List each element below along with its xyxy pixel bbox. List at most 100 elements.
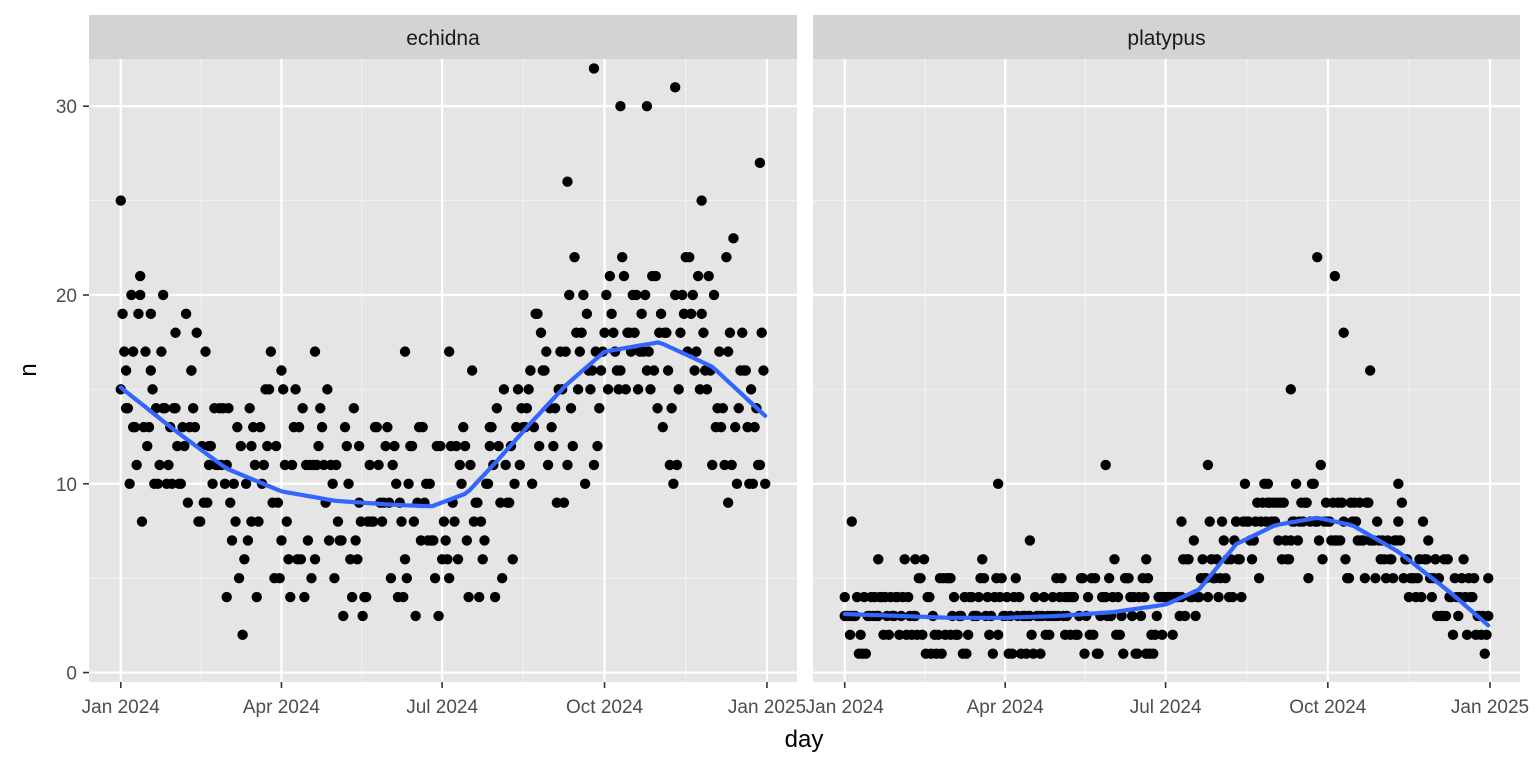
data-point: [655, 308, 667, 320]
data-point: [666, 403, 677, 414]
data-point: [1370, 572, 1381, 584]
data-point: [1193, 591, 1205, 603]
data-point: [253, 516, 264, 527]
data-point: [399, 346, 411, 357]
x-tick-label: Apr 2024: [243, 697, 321, 718]
data-point: [122, 403, 134, 414]
data-point: [599, 327, 610, 338]
data-point: [1126, 610, 1138, 622]
data-point: [846, 516, 857, 527]
data-point: [126, 289, 137, 301]
data-point: [170, 327, 181, 338]
data-point: [1430, 554, 1441, 565]
data-point: [424, 478, 435, 489]
data-point: [129, 421, 141, 433]
data-point: [451, 440, 462, 452]
data-point: [754, 157, 766, 169]
data-point: [1072, 629, 1083, 641]
data-point: [754, 459, 766, 471]
data-point: [1393, 478, 1404, 489]
data-point: [903, 591, 914, 603]
data-point: [262, 440, 273, 452]
data-point: [1479, 648, 1490, 659]
data-point: [438, 516, 450, 527]
data-point: [1089, 572, 1101, 584]
data-point: [560, 346, 571, 357]
data-point: [747, 478, 759, 489]
data-point: [1100, 459, 1111, 471]
data-point: [1313, 535, 1325, 546]
data-point: [228, 478, 239, 489]
data-point: [1359, 572, 1371, 584]
data-point: [509, 478, 520, 489]
data-point: [143, 421, 155, 433]
data-point: [1188, 535, 1200, 546]
data-point: [343, 478, 354, 489]
data-point: [756, 327, 767, 338]
data-point: [631, 289, 642, 301]
data-point: [306, 572, 317, 584]
data-point: [348, 403, 360, 414]
data-point: [1024, 535, 1036, 546]
data-point: [399, 554, 411, 565]
data-point: [297, 403, 308, 414]
data-point: [226, 535, 238, 546]
data-point: [1262, 478, 1274, 489]
data-point: [1038, 591, 1050, 603]
data-point: [265, 346, 277, 357]
data-point: [1329, 270, 1341, 282]
data-point: [1416, 591, 1427, 603]
data-point: [1197, 554, 1208, 565]
data-point: [396, 516, 407, 527]
data-point: [477, 554, 488, 565]
data-point: [1236, 591, 1247, 603]
data-point: [636, 308, 647, 320]
data-point: [1093, 648, 1104, 659]
data-point: [617, 252, 628, 263]
data-point: [730, 421, 741, 433]
data-point: [569, 252, 580, 263]
data-point: [1412, 572, 1423, 584]
data-point: [558, 497, 570, 508]
data-point: [286, 459, 298, 471]
data-point: [703, 270, 714, 282]
data-point: [1156, 629, 1168, 641]
data-point: [606, 308, 617, 320]
data-point: [309, 346, 321, 357]
data-point: [221, 591, 232, 603]
data-point: [650, 270, 661, 282]
data-point: [336, 535, 347, 546]
data-point: [581, 308, 593, 320]
strip-label: echidna: [406, 27, 480, 50]
data-point: [290, 384, 301, 395]
data-point: [278, 384, 289, 395]
data-point: [689, 365, 700, 376]
data-point: [1142, 572, 1154, 584]
data-point: [669, 82, 681, 93]
data-point: [1447, 629, 1459, 641]
data-point: [945, 572, 956, 584]
data-point: [707, 459, 718, 471]
data-point: [987, 648, 999, 659]
data-point: [1123, 572, 1134, 584]
data-point: [357, 610, 368, 622]
data-point: [456, 478, 467, 489]
data-point: [1246, 554, 1258, 565]
data-point: [230, 516, 241, 527]
data-point: [473, 591, 485, 603]
data-point: [532, 308, 543, 320]
data-point: [203, 440, 215, 452]
data-point: [120, 365, 132, 376]
data-point: [316, 421, 328, 433]
data-point: [1334, 535, 1346, 546]
x-tick-label: Oct 2024: [566, 697, 644, 718]
data-point: [1308, 478, 1319, 489]
data-point: [579, 478, 591, 489]
data-point: [860, 648, 872, 659]
data-point: [360, 591, 372, 603]
data-point: [576, 327, 587, 338]
data-point: [182, 497, 194, 508]
data-point: [1338, 327, 1349, 338]
data-point: [187, 403, 199, 414]
